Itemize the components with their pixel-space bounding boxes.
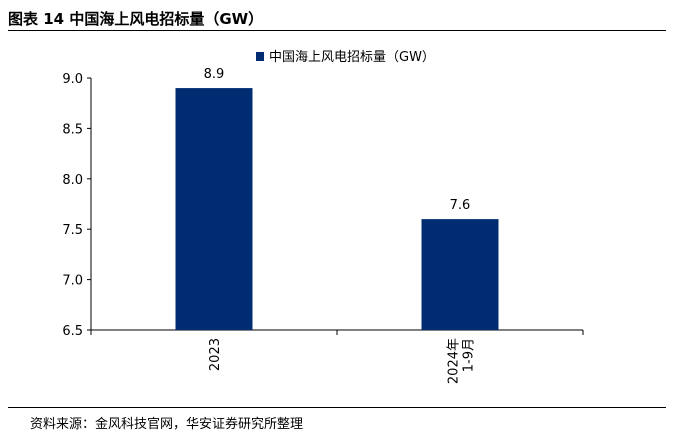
x-tick-label-0: 2023 bbox=[208, 338, 223, 371]
y-tick-label-4: 8.5 bbox=[62, 122, 83, 137]
y-axis-ticks: 6.5 7.0 7.5 8.0 8.5 9.0 bbox=[62, 72, 91, 339]
title-rule bbox=[8, 30, 666, 31]
chart-legend: 中国海上风电招标量（GW） bbox=[256, 50, 435, 65]
bars bbox=[175, 88, 499, 330]
data-label-0: 8.9 bbox=[204, 67, 225, 82]
x-tick-label-1-line-0: 2024年 bbox=[447, 338, 462, 384]
data-labels: 8.9 7.6 bbox=[204, 67, 471, 213]
legend-label: 中国海上风电招标量（GW） bbox=[269, 50, 435, 65]
bar-1 bbox=[421, 219, 499, 330]
y-tick-label-0: 6.5 bbox=[62, 324, 83, 339]
y-tick-label-5: 9.0 bbox=[62, 72, 83, 87]
x-tick-label-1: 2024年 1-9月 bbox=[447, 338, 477, 384]
y-tick-label-2: 7.5 bbox=[62, 223, 83, 238]
bar-0 bbox=[175, 88, 253, 330]
source-note: 资料来源：金风科技官网，华安证券研究所整理 bbox=[30, 417, 304, 432]
x-axis-ticks: 2023 2024年 1-9月 bbox=[90, 330, 584, 384]
data-label-1: 7.6 bbox=[450, 198, 471, 213]
legend-swatch bbox=[256, 52, 264, 61]
source-rule bbox=[8, 407, 666, 408]
y-tick-label-1: 7.0 bbox=[62, 274, 83, 289]
x-tick-label-0-line-0: 2023 bbox=[208, 338, 223, 371]
x-tick-label-1-line-1: 1-9月 bbox=[462, 338, 477, 372]
y-tick-label-3: 8.0 bbox=[62, 173, 83, 188]
figure-title: 图表 14 中国海上风电招标量（GW） bbox=[8, 10, 264, 28]
